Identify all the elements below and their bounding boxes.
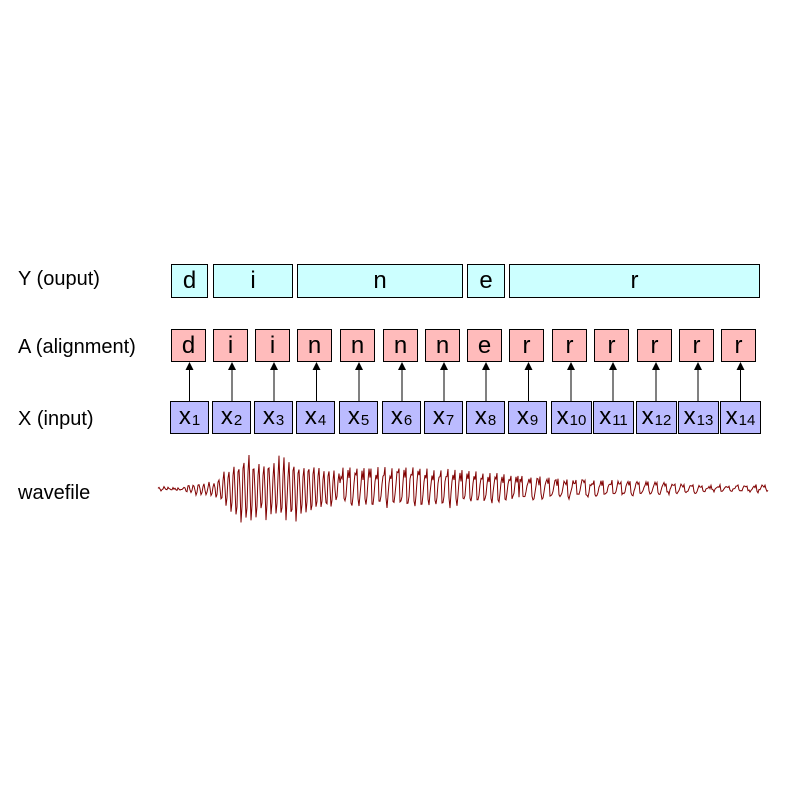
output-segment-n: n (297, 264, 463, 298)
input-frame-symbol: x (178, 402, 191, 430)
input-frame: x 14 (720, 401, 761, 434)
input-frame-symbol: x (725, 402, 738, 430)
input-frame: x 10 (551, 401, 592, 434)
input-frame-index: 5 (360, 412, 370, 429)
label-wavefile: wavefile (18, 482, 91, 504)
alignment-cell: e (467, 329, 502, 362)
input-frame-symbol: x (683, 402, 696, 430)
input-frame-symbol: x (262, 402, 275, 430)
output-segment-d: d (171, 264, 208, 298)
alignment-cell: n (425, 329, 460, 362)
output-segment-r: r (509, 264, 760, 298)
alignment-cell: r (637, 329, 672, 362)
input-frame: x 11 (593, 401, 634, 434)
alignment-cell: i (255, 329, 290, 362)
output-segment-e: e (467, 264, 505, 298)
input-frame-index: 8 (487, 412, 497, 429)
alignment-cell: i (213, 329, 248, 362)
alignment-cell: r (721, 329, 756, 362)
input-frame-symbol: x (220, 402, 233, 430)
alignment-cell: r (679, 329, 714, 362)
input-frame-symbol: x (556, 402, 569, 430)
input-frame-symbol: x (474, 402, 487, 430)
input-frame-index: 10 (569, 412, 587, 429)
input-frame-index: 4 (317, 412, 327, 429)
input-frame-symbol: x (641, 402, 654, 430)
output-segment-i: i (213, 264, 293, 298)
alignment-cell: d (171, 329, 206, 362)
alignment-cell: n (340, 329, 375, 362)
waveform-trace (157, 454, 769, 523)
alignment-cell: n (383, 329, 418, 362)
input-frame-index: 7 (445, 412, 455, 429)
input-frame-index: 14 (738, 412, 756, 429)
input-frame: x 13 (678, 401, 719, 434)
alignment-cell: r (552, 329, 587, 362)
input-frame-index: 9 (529, 412, 539, 429)
alignment-cell: r (594, 329, 629, 362)
input-frame-index: 3 (275, 412, 285, 429)
label-y-output: Y (ouput) (18, 268, 100, 290)
alignment-cell: r (509, 329, 544, 362)
input-frame-symbol: x (390, 402, 403, 430)
input-frame-index: 6 (403, 412, 413, 429)
input-frame-index: 13 (696, 412, 714, 429)
input-frame-index: 2 (233, 412, 243, 429)
input-frame-symbol: x (516, 402, 529, 430)
input-frame-index: 1 (191, 412, 201, 429)
input-frame: x 12 (636, 401, 677, 434)
input-frame-symbol: x (304, 402, 317, 430)
label-a-alignment: A (alignment) (18, 336, 136, 358)
input-frame-index: 11 (612, 412, 628, 429)
input-frame-symbol: x (599, 402, 612, 430)
input-frame-symbol: x (432, 402, 445, 430)
alignment-cell: n (297, 329, 332, 362)
input-frame-index: 12 (654, 412, 672, 429)
label-x-input: X (input) (18, 408, 94, 430)
input-frame-symbol: x (347, 402, 360, 430)
